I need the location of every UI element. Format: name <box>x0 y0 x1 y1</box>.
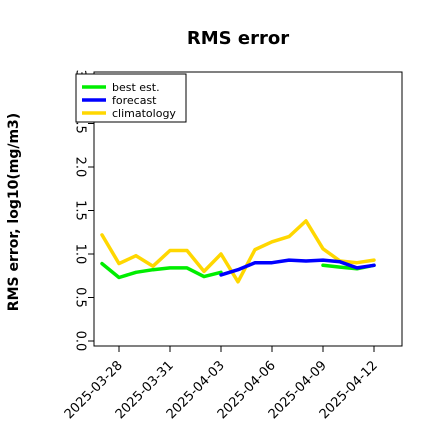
y-tick-label: 1.0 <box>73 244 88 265</box>
y-tick-label: 0.0 <box>73 331 88 352</box>
y-axis-label: RMS error, log10(mg/m3) <box>6 113 22 311</box>
y-tick-label: 0.5 <box>73 287 88 308</box>
series-lines <box>100 219 376 284</box>
chart-title: RMS error <box>187 28 289 49</box>
legend-label: forecast <box>112 94 157 107</box>
series-line-forecast <box>219 258 376 277</box>
x-axis: 2025-03-282025-03-312025-04-032025-04-06… <box>62 346 381 422</box>
plot-frame <box>93 71 403 347</box>
legend-label: climatology <box>112 107 176 120</box>
legend-label: best est. <box>112 81 160 94</box>
series-line-climatology <box>100 219 376 284</box>
y-tick-label: 2.0 <box>73 157 88 178</box>
y-tick-label: 1.5 <box>73 200 88 221</box>
